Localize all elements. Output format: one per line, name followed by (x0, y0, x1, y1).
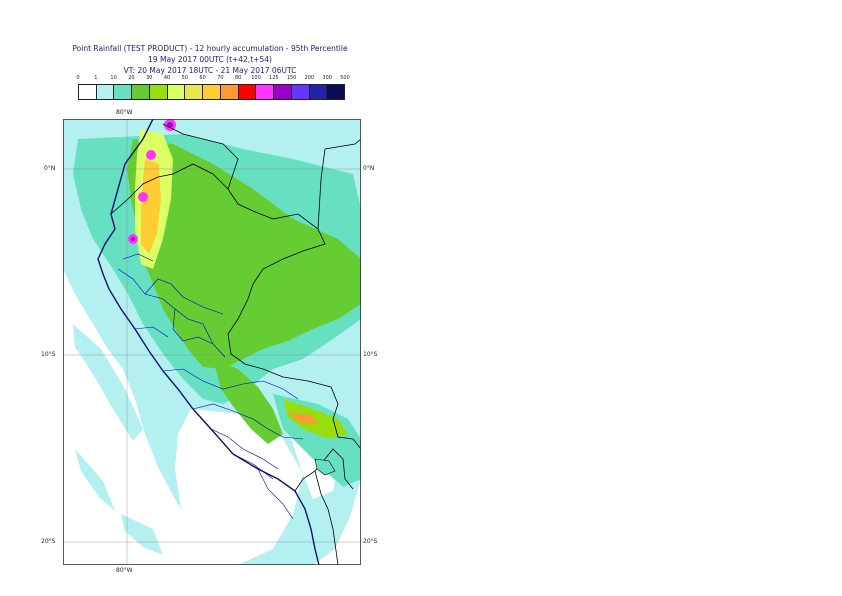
lat-label-left-20: 20°S (41, 538, 56, 545)
title-line-3: VT: 20 May 2017 18UTC - 21 May 2017 06UT… (123, 66, 297, 75)
legend-label: 30 (146, 75, 153, 81)
legend-swatch (167, 85, 186, 99)
admin-boundaries (117, 253, 304, 520)
legend-label: 500 (340, 75, 350, 81)
lat-label-right-10: 10°S (363, 351, 378, 358)
legend-scale-labels: 0 1 10 20 30 40 50 60 70 80 100 125 150 200 300 500 (68, 75, 358, 84)
rain-peak-4-center (131, 237, 135, 241)
legend-swatch (114, 85, 133, 99)
legend-label: 1 (94, 75, 98, 81)
legend-swatch (149, 85, 168, 99)
legend-swatch (79, 85, 97, 99)
legend-label: 70 (217, 75, 224, 81)
rain-area-offshore-1 (73, 324, 143, 441)
dry-area-south (175, 409, 303, 565)
legend-label: 125 (269, 75, 279, 81)
legend-label: 200 (304, 75, 315, 81)
legend-swatch (327, 85, 345, 99)
legend-swatch (203, 85, 221, 99)
rain-peak-3 (138, 192, 148, 202)
legend-swatch (274, 85, 292, 99)
legend-swatch (185, 85, 204, 99)
legend-label: 40 (163, 75, 171, 81)
rainfall-map (63, 119, 361, 565)
legend-label: 60 (199, 75, 206, 81)
rain-area-heavy-se (283, 399, 348, 439)
legend-swatch (132, 85, 150, 99)
lat-label-right-20: 20°S (363, 538, 378, 545)
lon-label-top: 80°W (116, 109, 133, 116)
national-borders (110, 123, 361, 565)
legend-swatch (238, 85, 257, 99)
legend-label: 10 (110, 75, 117, 81)
lat-label-left-0: 0°N (44, 165, 56, 172)
rain-area-heavy (127, 139, 361, 369)
legend-swatch (309, 85, 328, 99)
rain-area-offshore-2 (75, 449, 115, 511)
legend-label: 50 (181, 75, 188, 81)
legend-label: 300 (322, 75, 332, 81)
title-line-1: Point Rainfall (TEST PRODUCT) - 12 hourl… (72, 44, 348, 53)
lat-label-left-10: 10°S (41, 351, 56, 358)
rain-peak-2 (146, 150, 156, 160)
map-frame (63, 119, 361, 565)
lon-label-bottom: 80°W (116, 567, 133, 574)
legend-swatch (256, 85, 275, 99)
rain-area-heavy-south (213, 359, 283, 444)
legend-label: 0 (76, 75, 80, 81)
legend-label: 20 (128, 75, 135, 81)
legend-swatch (96, 85, 115, 99)
lake (314, 458, 336, 476)
legend-label: 100 (251, 75, 261, 81)
rain-area-offshore-3 (121, 514, 163, 555)
lat-label-right-0: 0°N (363, 165, 375, 172)
title-line-2: 19 May 2017 00UTC (t+42,t+54) (148, 55, 272, 64)
legend-label: 80 (235, 75, 242, 81)
legend-swatch (291, 85, 310, 99)
rain-core-southeast-orange (288, 413, 319, 424)
legend-label: 150 (286, 75, 297, 81)
legend-swatch (220, 85, 239, 99)
legend-colorbar (78, 84, 345, 100)
